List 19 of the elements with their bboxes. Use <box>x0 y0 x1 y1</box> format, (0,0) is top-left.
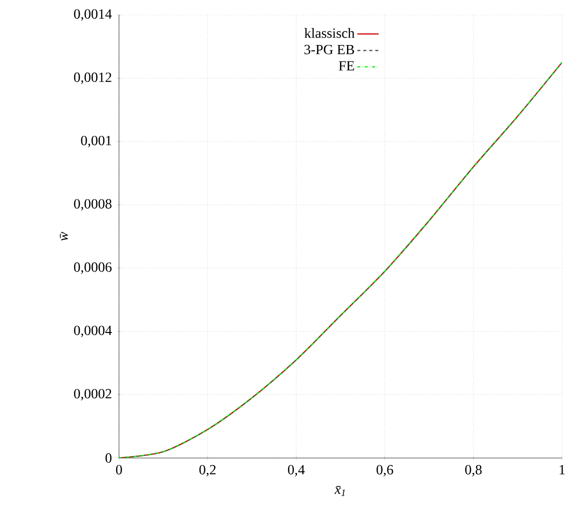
y-tick-label: 0,0002 <box>74 388 112 400</box>
x-tick-label: 1 <box>560 464 565 474</box>
x-tick-label: 0,6 <box>376 464 394 476</box>
y-tick-label: 0,0006 <box>74 262 112 274</box>
x-axis-title: x̄$_{1}$ <box>334 486 345 496</box>
x-tick-label: 0,4 <box>288 464 305 476</box>
x-tick-label: 0 <box>116 464 122 474</box>
x-tick-label: 0,8 <box>465 464 482 476</box>
y-tick-label: 0,001 <box>81 136 112 148</box>
legend-label: 3-PG EB <box>304 44 354 54</box>
y-axis-title: w̄ <box>60 232 68 241</box>
y-tick-label: 0,0008 <box>74 199 112 211</box>
y-tick-label: 0 <box>106 453 112 463</box>
legend-label: klassisch <box>304 28 355 38</box>
y-tick-label: 0,0014 <box>74 9 112 21</box>
legend-label: FE <box>338 61 354 70</box>
y-tick-label: 0,0004 <box>74 326 112 338</box>
x-tick-label: 0,2 <box>199 464 216 476</box>
y-tick-label: 0,0012 <box>74 72 112 84</box>
